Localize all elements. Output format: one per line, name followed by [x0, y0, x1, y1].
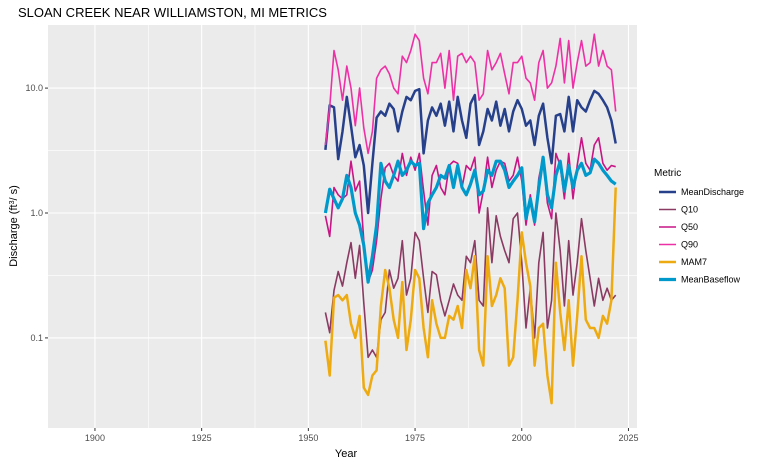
legend-label-q90: Q90	[681, 240, 698, 250]
x-tick-label: 1925	[192, 433, 212, 443]
y-axis-title-tail: / s)	[8, 185, 20, 200]
series-line-meandischarge	[324, 87, 617, 215]
x-axis: 1900 1925 1950 1975 2000 2025	[85, 428, 638, 443]
y-axis-title-main: Discharge (ft	[8, 204, 20, 266]
x-tick-label: 1975	[405, 433, 425, 443]
x-tick-label: 1950	[298, 433, 318, 443]
legend-title: Metric	[654, 168, 681, 179]
x-axis-title: Year	[335, 448, 358, 460]
y-tick-label: 10.0	[25, 83, 43, 93]
series-line-meanbaseflow	[323, 155, 617, 284]
x-tick-label: 2025	[618, 433, 638, 443]
y-axis-title: Discharge (ft3/ s)	[8, 185, 20, 267]
legend-label-q50: Q50	[681, 222, 698, 232]
legend-label-q10: Q10	[681, 205, 698, 215]
series-line-mam7	[324, 187, 617, 405]
legend: Metric MeanDischarge Q10 Q50 Q90 MAM7 MeanBas…	[654, 168, 744, 285]
grid-lines	[48, 25, 637, 428]
y-axis-title-sup: 3	[9, 200, 16, 204]
x-tick-label: 2000	[512, 433, 532, 443]
series-line-q90	[324, 33, 617, 155]
chart-title: SLOAN CREEK NEAR WILLIAMSTON, MI METRICS	[18, 5, 327, 20]
legend-label-meanbaseflow: MeanBaseflow	[681, 275, 741, 285]
series-layer	[323, 33, 617, 405]
legend-label-mam7: MAM7	[681, 257, 707, 267]
y-axis: 0.1 1.0 10.0	[25, 83, 48, 343]
x-tick-label: 1900	[85, 433, 105, 443]
series-line-q10	[324, 207, 617, 359]
y-tick-label: 1.0	[30, 208, 43, 218]
legend-label-meandischarge: MeanDischarge	[681, 187, 744, 197]
y-tick-label: 0.1	[30, 333, 43, 343]
plot-panel	[48, 25, 637, 428]
